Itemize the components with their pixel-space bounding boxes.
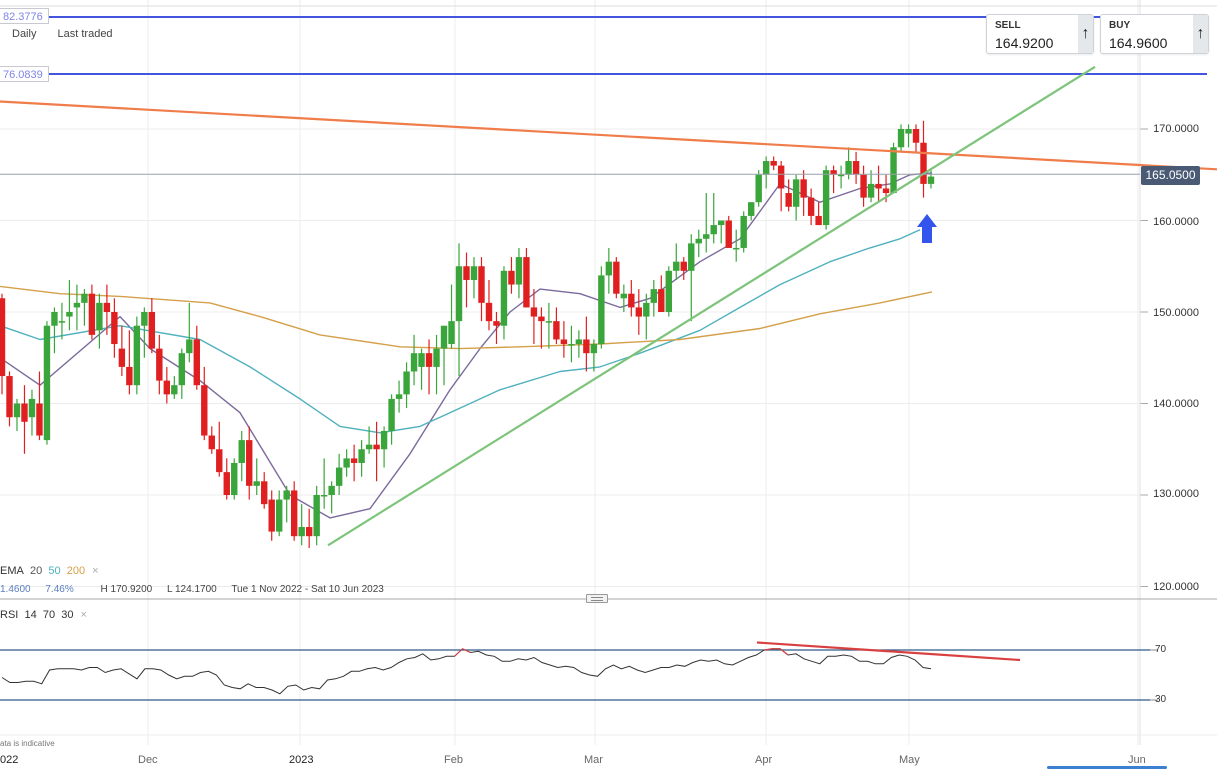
last-price-badge: 165.0500	[1141, 166, 1200, 185]
change-percent: 7.46%	[45, 584, 74, 595]
ohlc-stats: 1.4600 7.46% H 170.9200 L 124.1700 Tue 1…	[0, 584, 396, 595]
date-axis-label: Apr	[755, 754, 773, 766]
close-icon[interactable]: ×	[80, 609, 87, 621]
arrow-up-icon: ↑	[1193, 15, 1208, 53]
price-axis-label: 150.0000	[1153, 307, 1199, 319]
price-tag-lower[interactable]: 76.0839	[0, 66, 49, 82]
price-axis-label: 160.0000	[1153, 216, 1199, 228]
sell-quote-button[interactable]: SELL 164.9200 ↑	[986, 14, 1094, 54]
ema-lines	[0, 172, 933, 519]
sell-label: SELL	[995, 20, 1021, 31]
price-tag-upper[interactable]: 82.3776	[0, 8, 49, 24]
date-range: Tue 1 Nov 2022 - Sat 10 Jun 2023	[231, 584, 384, 595]
buy-quote-button[interactable]: BUY 164.9600 ↑	[1100, 14, 1209, 54]
trendlines[interactable]	[0, 65, 1217, 547]
rsi-period: 14	[24, 609, 37, 621]
rsi-level-label: 30	[1155, 694, 1167, 705]
date-axis-label: Mar	[584, 754, 603, 766]
price-type-label[interactable]: Last traded	[57, 28, 113, 40]
close-icon[interactable]: ×	[92, 565, 99, 577]
indicative-note: ata is indicative	[0, 739, 55, 748]
chart-meta: Daily Last traded	[0, 28, 135, 40]
date-axis-label: 2023	[289, 754, 314, 766]
date-axis-label: Jun	[1128, 754, 1146, 766]
grid-lines	[0, 0, 1217, 745]
ema-20-period: 20	[29, 565, 43, 577]
ema-legend[interactable]: EMA 20 50 200 ×	[0, 565, 99, 577]
up-arrow-icon	[917, 214, 937, 243]
candlesticks	[0, 120, 935, 549]
date-axis-label: Dec	[138, 754, 158, 766]
price-axis-label: 140.0000	[1153, 398, 1199, 410]
rsi-legend[interactable]: RSI 14 70 30 ×	[0, 609, 87, 621]
ema-name: EMA	[0, 565, 24, 577]
buy-label: BUY	[1109, 20, 1131, 31]
buy-price: 164.9600	[1109, 35, 1168, 51]
date-axis-label: Feb	[444, 754, 463, 766]
ema-200-period: 200	[66, 565, 86, 577]
pane-resize-handle[interactable]	[586, 594, 608, 603]
change-value: 1.4600	[0, 584, 31, 595]
ema-50-period: 50	[48, 565, 61, 577]
rsi-oversold: 30	[61, 609, 74, 621]
price-axis-label: 120.0000	[1153, 581, 1199, 593]
high-value: H 170.9200	[100, 584, 153, 595]
price-axis-label: 130.0000	[1153, 488, 1199, 500]
rsi-name: RSI	[0, 609, 19, 621]
rsi-level-label: 70	[1155, 644, 1167, 655]
time-scrollbar[interactable]	[1047, 766, 1167, 769]
arrow-up-icon: ↑	[1078, 15, 1093, 53]
price-axis-label: 170.0000	[1153, 123, 1199, 135]
date-axis-label: 022	[0, 754, 19, 766]
interval-label[interactable]: Daily	[12, 28, 37, 40]
low-value: L 124.1700	[167, 584, 217, 595]
rsi-pane	[0, 641, 1158, 701]
rsi-overbought: 70	[42, 609, 56, 621]
sell-price: 164.9200	[995, 35, 1054, 51]
date-axis-label: May	[899, 754, 920, 766]
